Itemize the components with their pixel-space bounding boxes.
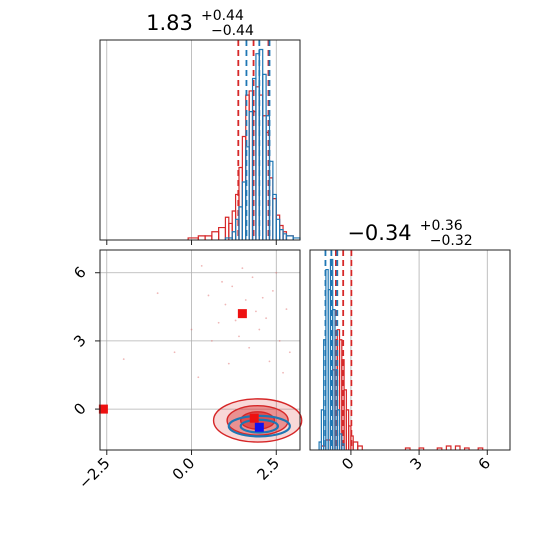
outlier-point	[173, 351, 176, 354]
y-tick-label: 3	[70, 331, 89, 350]
outlier-point	[224, 303, 227, 306]
outlier-point	[238, 335, 240, 338]
outlier-point	[234, 319, 237, 322]
scatter-panel-frame	[99, 249, 301, 451]
x-tick-label: −2.5	[75, 454, 113, 492]
outlier-point	[122, 358, 125, 360]
outlier-point	[285, 308, 288, 310]
histogram-bin	[454, 445, 461, 450]
outlier-point	[282, 371, 284, 374]
outlier-point	[255, 310, 257, 313]
outlier-point	[217, 321, 220, 324]
histogram-bin	[445, 445, 452, 450]
outlier-point	[221, 280, 223, 283]
outlier-point	[227, 362, 230, 365]
marker-square	[254, 422, 264, 432]
y-tick-label: 6	[70, 263, 89, 282]
outlier-point	[156, 292, 159, 295]
histogram-bin	[338, 433, 343, 450]
histogram-bin	[341, 443, 345, 450]
x-tick-label: 6	[475, 454, 494, 473]
x-tick-label: 0	[338, 454, 357, 473]
histogram-panel-frame	[99, 39, 301, 241]
marker-square	[98, 404, 108, 414]
outlier-point	[265, 317, 268, 320]
outlier-point	[207, 294, 210, 297]
outlier-point	[210, 340, 213, 342]
x-tick-label: 0.0	[169, 454, 199, 484]
x-tick-label: 2.5	[254, 454, 284, 484]
histogram-panel-param-0: 1.83 +0.44 −0.44	[99, 5, 301, 245]
histogram-bin	[477, 447, 484, 450]
outlier-point	[244, 299, 247, 301]
outlier-point	[275, 271, 278, 274]
outlier-point	[200, 265, 203, 267]
histogram-bin	[352, 441, 359, 450]
histogram-bin	[218, 226, 227, 240]
contour-level	[227, 414, 291, 438]
marker-square	[237, 309, 247, 319]
histogram-bin	[197, 235, 206, 240]
outlier-point	[288, 351, 291, 354]
outlier-point	[278, 340, 281, 342]
histogram-panel-param-1: 0 3 6 −0.34 +0.36 −0.32	[309, 215, 511, 474]
contour-level	[239, 418, 280, 434]
scatter-panel: −2.5 0.0 2.5 0 3 6	[70, 249, 303, 493]
histogram-title-param-1: −0.34 +0.36 −0.32	[347, 215, 472, 249]
outlier-point	[197, 376, 200, 379]
outlier-point	[251, 276, 254, 279]
marker-square	[249, 413, 259, 423]
histogram-bin	[404, 447, 411, 450]
histogram-bin	[211, 231, 220, 240]
outlier-point	[231, 285, 234, 288]
histogram-bin	[272, 193, 277, 240]
histogram-bin	[336, 409, 341, 450]
histogram-panel-frame	[309, 249, 511, 451]
outlier-point	[271, 290, 274, 292]
outlier-point	[190, 328, 193, 331]
histogram-title-param-0: 1.83 +0.44 −0.44	[146, 5, 254, 39]
outlier-point	[268, 360, 271, 363]
histogram-bin	[357, 445, 363, 450]
outlier-point	[258, 328, 261, 331]
outlier-point	[248, 346, 251, 349]
x-tick-label: 3	[406, 454, 425, 473]
histogram-bin	[285, 235, 294, 240]
histogram-bin	[436, 447, 443, 450]
histogram-bin	[285, 235, 294, 240]
histogram-bin	[463, 447, 470, 450]
outlier-point	[261, 296, 264, 299]
histogram-bin	[204, 235, 213, 240]
histogram-bin	[418, 447, 425, 450]
outlier-point	[241, 267, 244, 270]
y-tick-label: 0	[70, 399, 89, 418]
